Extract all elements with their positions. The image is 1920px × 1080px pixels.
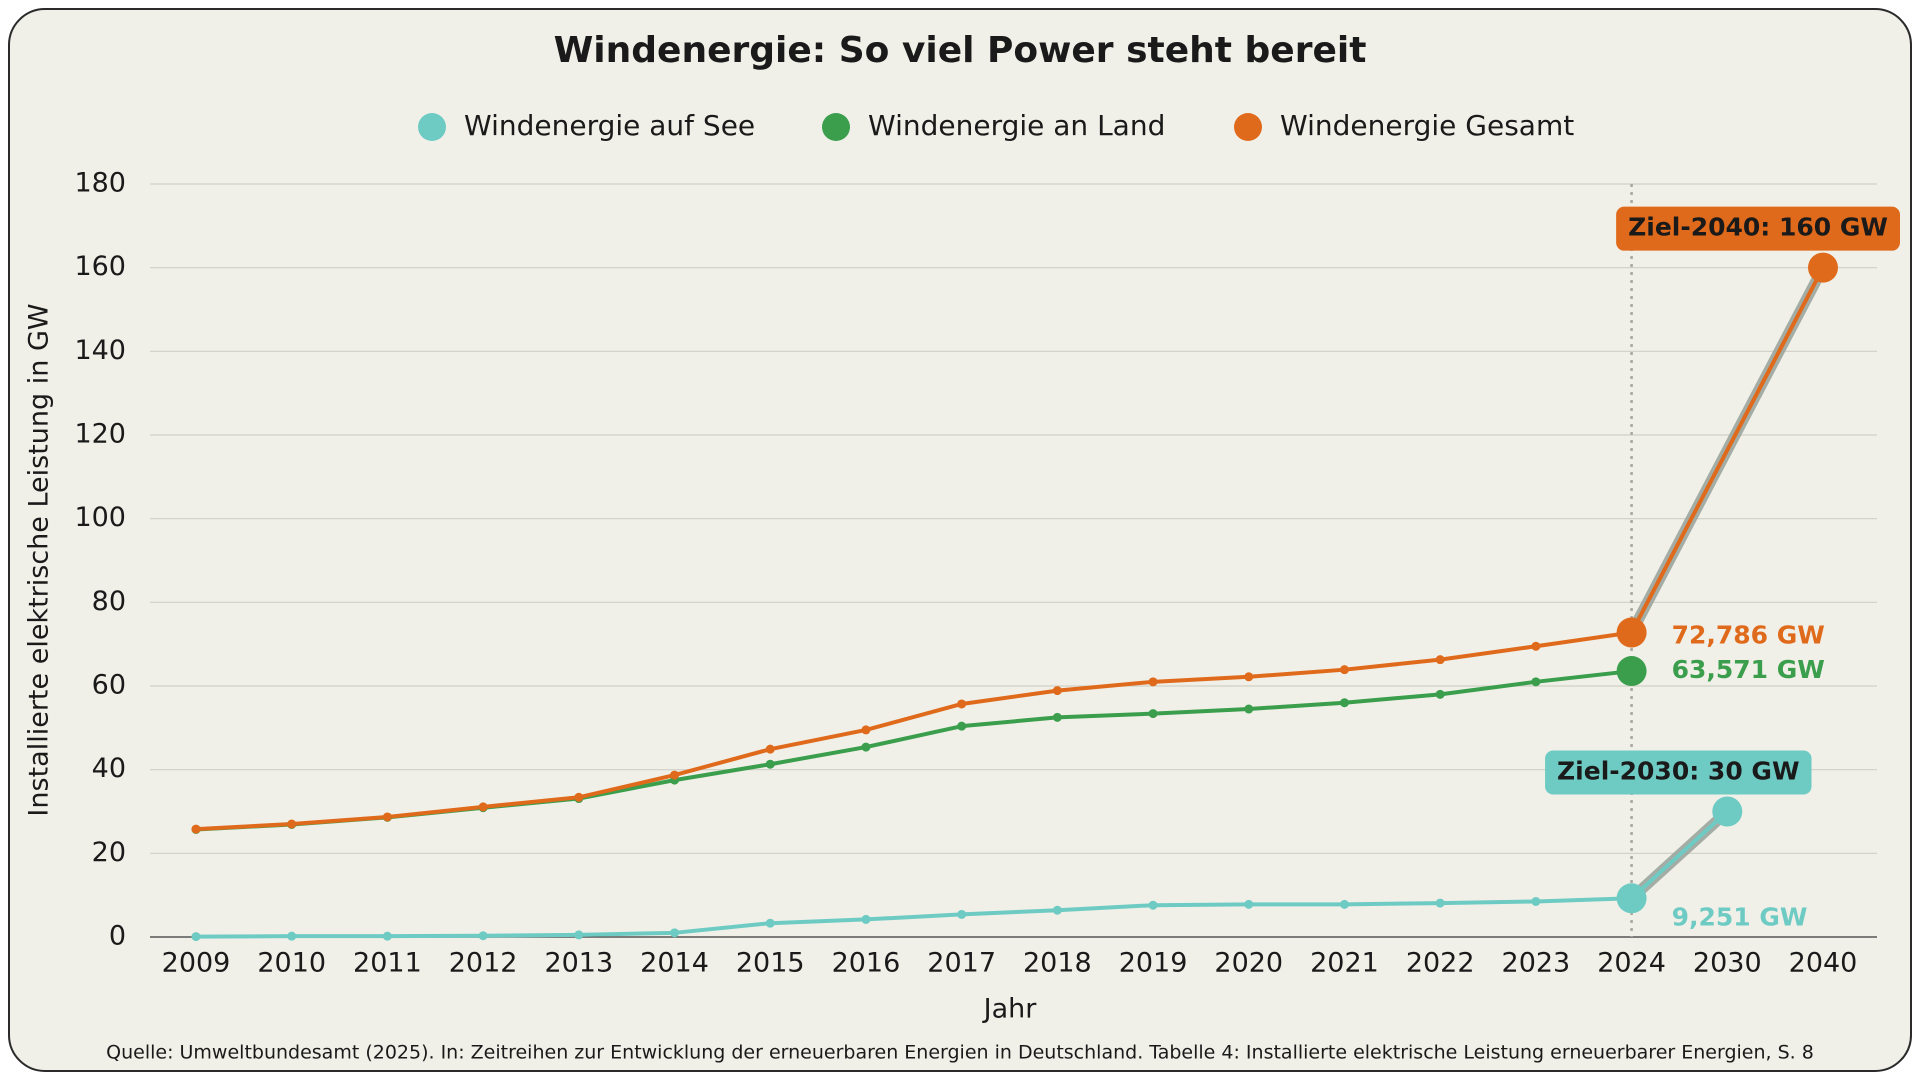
y-tick-label: 140 (74, 335, 126, 366)
data-point (765, 744, 775, 754)
data-point (478, 802, 488, 812)
data-point (861, 742, 871, 752)
value-label: 9,251 GW (1672, 902, 1808, 931)
x-tick-label: 2019 (1119, 948, 1188, 979)
x-tick-label: 2024 (1597, 948, 1666, 979)
data-point (861, 914, 871, 924)
legend-swatch (418, 113, 446, 141)
target-label: Ziel-2040: 160 GW (1616, 206, 1900, 251)
data-point (670, 928, 680, 938)
data-point (1052, 712, 1062, 722)
data-point (1531, 896, 1541, 906)
target-label-text: Ziel-2030: 30 GW (1557, 757, 1799, 786)
x-tick-label: 2030 (1693, 948, 1762, 979)
y-tick-label: 60 (92, 670, 126, 701)
legend-label: Windenergie Gesamt (1280, 109, 1574, 142)
y-axis-label: Installierte elektrische Leistung in GW (24, 303, 55, 816)
y-tick-label: 120 (74, 419, 126, 450)
x-tick-label: 2021 (1310, 948, 1379, 979)
data-point (1435, 655, 1445, 665)
legend-swatch (822, 113, 850, 141)
data-point (1435, 898, 1445, 908)
y-tick-label: 80 (92, 586, 126, 617)
x-tick-label: 2009 (162, 948, 231, 979)
x-tick-label: 2015 (736, 948, 805, 979)
data-point (957, 699, 967, 709)
legend-label: Windenergie an Land (868, 109, 1165, 142)
data-point (765, 918, 775, 928)
value-label: 63,571 GW (1672, 655, 1825, 684)
x-axis-label: Jahr (982, 994, 1038, 1025)
x-tick-label: 2020 (1214, 948, 1283, 979)
highlight-point (1616, 656, 1647, 687)
data-point (1148, 709, 1158, 719)
x-tick-label: 2018 (1023, 948, 1092, 979)
legend-swatch (1234, 113, 1262, 141)
data-point (1244, 899, 1254, 909)
y-tick-label: 40 (92, 753, 126, 784)
y-tick-label: 180 (74, 168, 126, 199)
target-label: Ziel-2030: 30 GW (1545, 750, 1812, 795)
data-point (287, 819, 297, 829)
plot-area: 9,251 GW Ziel-2030: 30 GW 63,571 GW 72,786 … (191, 206, 1900, 942)
data-point (1531, 677, 1541, 687)
source-note: Quelle: Umweltbundesamt (2025). In: Zeit… (106, 1042, 1814, 1064)
data-point (382, 812, 392, 822)
x-tick-label: 2022 (1406, 948, 1475, 979)
data-point (957, 721, 967, 731)
x-tick-label: 2040 (1789, 948, 1858, 979)
target-label-box (1616, 206, 1900, 251)
data-point (478, 931, 488, 941)
data-point (1244, 672, 1254, 682)
y-tick-label: 0 (109, 921, 126, 952)
data-point (1244, 704, 1254, 714)
x-tick-label: 2011 (353, 948, 422, 979)
data-point (670, 770, 680, 780)
data-point (861, 725, 871, 735)
data-point (191, 932, 201, 942)
data-point (1052, 686, 1062, 696)
x-tick-label: 2010 (257, 948, 326, 979)
data-point (574, 930, 584, 940)
x-tick-label: 2013 (544, 948, 613, 979)
target-label-box (1545, 750, 1812, 795)
data-point (287, 931, 297, 941)
legend-label: Windenergie auf See (464, 109, 755, 142)
x-tick-label: 2016 (832, 948, 901, 979)
highlight-point (1616, 883, 1647, 914)
data-point (1531, 641, 1541, 651)
data-point (1339, 665, 1349, 675)
y-tick-label: 100 (74, 502, 126, 533)
highlight-point (1616, 617, 1647, 648)
data-point (1339, 698, 1349, 708)
data-point (1435, 689, 1445, 699)
data-point (191, 824, 201, 834)
data-point (1148, 900, 1158, 910)
y-tick-label: 20 (92, 837, 126, 868)
data-point (765, 759, 775, 769)
y-tick-label: 160 (74, 251, 126, 282)
x-tick-label: 2023 (1502, 948, 1571, 979)
target-label-text: Ziel-2040: 160 GW (1628, 213, 1888, 242)
data-point (1148, 677, 1158, 687)
chart-title: Windenergie: So viel Power steht bereit (554, 30, 1367, 71)
data-point (957, 909, 967, 919)
x-tick-label: 2017 (927, 948, 996, 979)
x-tick-label: 2012 (449, 948, 518, 979)
data-point (574, 792, 584, 802)
x-tick-label: 2014 (640, 948, 709, 979)
highlight-point (1808, 252, 1838, 283)
data-point (1339, 899, 1349, 909)
highlight-point (1712, 796, 1743, 827)
value-label: 72,786 GW (1672, 621, 1825, 650)
data-point (382, 931, 392, 941)
data-point (1052, 905, 1062, 915)
